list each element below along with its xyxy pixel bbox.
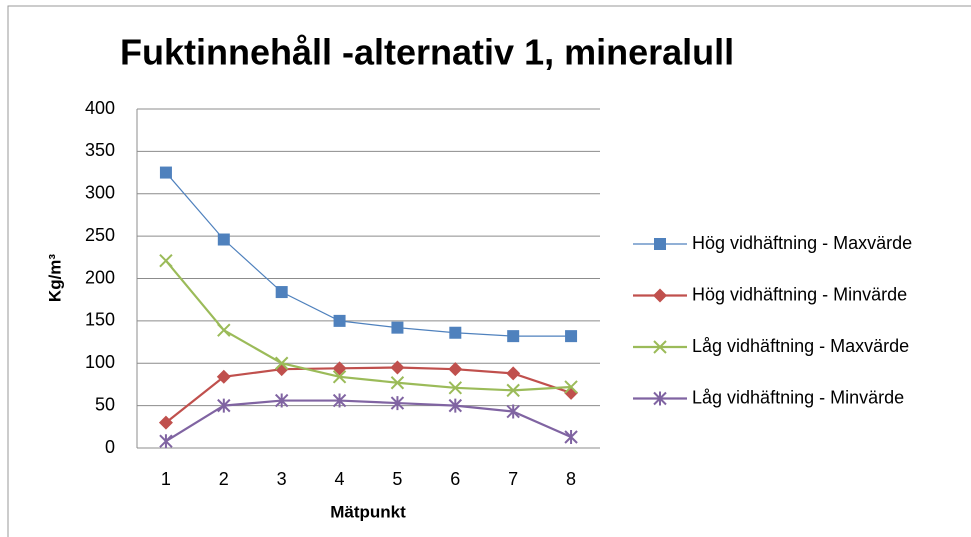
data-point bbox=[274, 356, 289, 370]
data-point bbox=[332, 393, 347, 408]
data-point bbox=[159, 253, 173, 268]
data-point bbox=[274, 393, 289, 408]
marker-shape bbox=[506, 383, 520, 398]
marker-shape bbox=[159, 166, 172, 179]
legend-label: Låg vidhäftning - Maxvärde bbox=[692, 336, 909, 356]
legend-label: Hög vidhäftning - Minvärde bbox=[692, 284, 907, 304]
data-point bbox=[449, 326, 462, 339]
marker-shape bbox=[274, 356, 289, 370]
legend-label: Hög vidhäftning - Maxvärde bbox=[692, 233, 912, 253]
marker-shape bbox=[448, 362, 463, 377]
data-point bbox=[332, 361, 347, 376]
x-tick-label: 3 bbox=[277, 469, 287, 489]
data-point bbox=[506, 404, 520, 419]
data-point bbox=[390, 376, 405, 390]
marker-shape bbox=[564, 429, 578, 444]
data-point bbox=[564, 429, 578, 444]
x-tick-label: 7 bbox=[508, 469, 518, 489]
data-point bbox=[565, 330, 578, 343]
data-point bbox=[448, 398, 463, 413]
marker-shape bbox=[449, 326, 462, 339]
marker-shape bbox=[507, 330, 520, 343]
marker-shape bbox=[159, 253, 173, 268]
legend-label: Låg vidhäftning - Minvärde bbox=[692, 387, 904, 407]
y-tick-label: 400 bbox=[85, 98, 115, 118]
data-point bbox=[564, 380, 578, 394]
x-tick-label: 4 bbox=[335, 469, 345, 489]
x-tick-label: 6 bbox=[450, 469, 460, 489]
marker-shape bbox=[448, 381, 463, 395]
y-tick-label: 100 bbox=[85, 352, 115, 372]
data-point bbox=[448, 381, 463, 395]
marker-shape bbox=[274, 393, 289, 408]
marker-shape bbox=[332, 361, 347, 376]
data-point bbox=[506, 366, 521, 381]
legend-marker bbox=[653, 340, 667, 354]
y-tick-label: 200 bbox=[85, 267, 115, 287]
marker-shape bbox=[159, 434, 173, 449]
data-point bbox=[275, 286, 288, 299]
data-point bbox=[216, 369, 231, 384]
marker-shape bbox=[217, 233, 230, 246]
data-point bbox=[507, 330, 520, 343]
marker-shape bbox=[390, 360, 405, 375]
x-tick-label: 2 bbox=[219, 469, 229, 489]
marker-shape bbox=[332, 370, 347, 384]
data-point bbox=[332, 370, 347, 384]
y-tick-label: 50 bbox=[95, 394, 115, 414]
data-point bbox=[390, 396, 405, 411]
chart-title: Fuktinnehåll -alternativ 1, mineralull bbox=[120, 32, 734, 73]
marker-shape bbox=[448, 398, 463, 413]
legend-marker bbox=[653, 288, 667, 303]
legend-marker bbox=[654, 238, 666, 250]
marker-shape bbox=[217, 323, 231, 337]
data-point bbox=[158, 415, 173, 430]
chart-border bbox=[7, 5, 971, 537]
data-point bbox=[391, 321, 404, 334]
data-point bbox=[333, 314, 346, 327]
marker-shape bbox=[391, 321, 404, 334]
marker-shape bbox=[158, 415, 173, 430]
legend-marker bbox=[653, 391, 667, 406]
marker-shape bbox=[654, 238, 666, 250]
data-point bbox=[506, 383, 520, 398]
data-point bbox=[159, 434, 173, 449]
y-tick-label: 350 bbox=[85, 140, 115, 160]
x-tick-label: 8 bbox=[566, 469, 576, 489]
marker-shape bbox=[653, 340, 667, 354]
marker-shape bbox=[275, 286, 288, 299]
data-point bbox=[217, 233, 230, 246]
marker-shape bbox=[217, 398, 231, 413]
series-line bbox=[165, 399, 572, 443]
marker-shape bbox=[506, 404, 520, 419]
y-axis-label: Kg/m³ bbox=[45, 254, 64, 303]
marker-shape bbox=[564, 380, 578, 394]
marker-shape bbox=[216, 369, 231, 384]
marker-shape bbox=[506, 366, 521, 381]
data-point bbox=[217, 398, 231, 413]
series-line bbox=[165, 366, 572, 424]
y-tick-label: 150 bbox=[85, 310, 115, 330]
marker-shape bbox=[390, 376, 405, 390]
data-point bbox=[159, 166, 172, 179]
data-point bbox=[217, 323, 231, 337]
marker-shape bbox=[333, 314, 346, 327]
data-point bbox=[448, 362, 463, 377]
marker-shape bbox=[390, 396, 405, 411]
marker-shape bbox=[653, 288, 667, 303]
y-tick-label: 250 bbox=[85, 225, 115, 245]
marker-shape bbox=[653, 391, 667, 406]
y-tick-label: 300 bbox=[85, 183, 115, 203]
y-tick-label: 0 bbox=[105, 437, 115, 457]
series-line bbox=[165, 259, 572, 392]
x-axis-label: Mätpunkt bbox=[330, 502, 406, 521]
marker-shape bbox=[565, 330, 578, 343]
x-tick-label: 1 bbox=[161, 469, 171, 489]
marker-shape bbox=[332, 393, 347, 408]
x-tick-label: 5 bbox=[392, 469, 402, 489]
data-point bbox=[390, 360, 405, 375]
series-line bbox=[165, 172, 572, 337]
